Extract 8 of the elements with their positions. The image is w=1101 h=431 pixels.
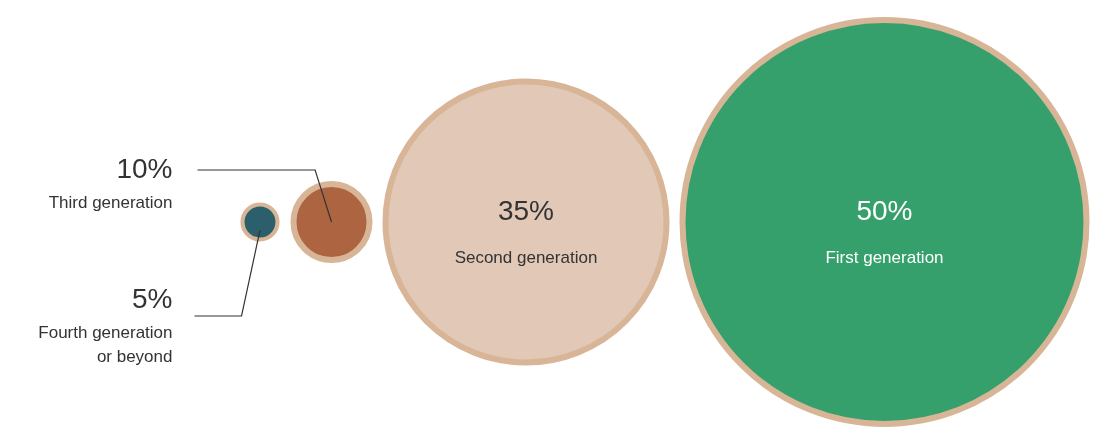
data-label: 35% [497,195,555,226]
category-label: Second generation [454,248,598,267]
category-label: Fourth generation or beyond [38,323,173,366]
data-label: 10% [116,153,173,184]
category-label: Third generation [48,193,173,212]
category-label: First generation [825,248,944,267]
data-label: 50% [856,195,913,226]
data-label: 5% [132,283,173,314]
